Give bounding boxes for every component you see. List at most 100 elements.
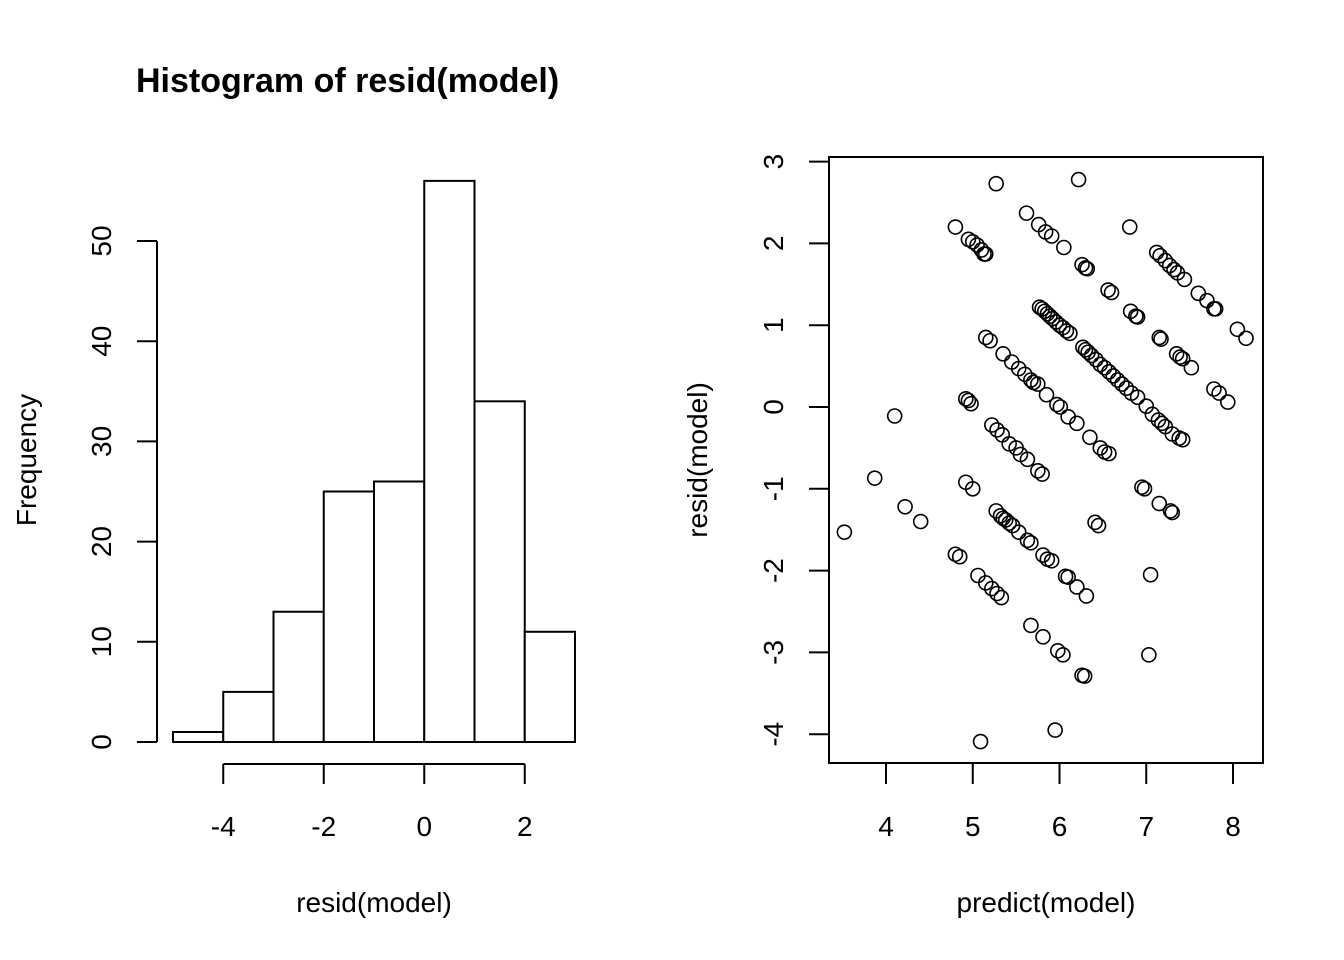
scatter-y-tick-label: -4 — [758, 722, 789, 747]
histogram-panel: Histogram of resid(model) Frequency resi… — [11, 62, 576, 918]
scatter-point — [973, 242, 990, 258]
scatter-point — [1078, 588, 1095, 604]
scatter-point — [989, 422, 1005, 438]
scatter-point — [1101, 364, 1117, 380]
scatter-point — [1174, 431, 1191, 448]
scatter-point — [1030, 463, 1046, 479]
scatter-point — [972, 733, 989, 750]
scatter-y-tick-label: -2 — [758, 558, 789, 583]
scatter-point — [1118, 380, 1135, 396]
scatter-point — [1038, 386, 1055, 403]
scatter-point — [886, 408, 903, 424]
scatter-point — [1207, 301, 1224, 317]
histogram-y-axis: 0 10 20 30 40 50 — [86, 225, 158, 750]
scatter-point — [1141, 647, 1157, 663]
histogram-bars — [172, 179, 576, 744]
scatter-point — [1219, 394, 1236, 410]
scatter-point — [1151, 329, 1168, 346]
histogram-bar-3 — [272, 610, 325, 743]
scatter-point — [1019, 532, 1036, 549]
scatter-point — [958, 391, 974, 407]
histogram-x-tick-label: 0 — [416, 811, 432, 842]
scatter-point — [1055, 647, 1071, 663]
scatter-point — [1211, 385, 1227, 401]
scatter-point — [1157, 252, 1174, 269]
scatter-point — [1142, 566, 1159, 583]
scatter-point — [1075, 339, 1091, 356]
histogram-y-tick-label: 30 — [86, 426, 117, 457]
scatter-y-tick-label: 2 — [758, 236, 789, 252]
scatter-point — [947, 219, 964, 235]
histogram-bar-2 — [222, 690, 275, 744]
histogram-y-tick-label: 10 — [86, 626, 117, 657]
scatter-point — [982, 332, 998, 349]
scatter-point — [1001, 515, 1017, 531]
histogram-bar-1 — [172, 730, 225, 743]
scatter-ylabel: resid(model) — [682, 382, 713, 538]
scatter-point — [993, 589, 1010, 606]
scatter-point — [1096, 359, 1113, 376]
scatter-point — [1166, 261, 1182, 278]
scatter-xlabel: predict(model) — [957, 887, 1136, 918]
histogram-title: Histogram of resid(model) — [136, 62, 559, 100]
scatter-y-tick-label: -1 — [758, 476, 789, 501]
scatter-point — [1229, 321, 1246, 338]
scatter-point — [1018, 205, 1035, 221]
scatter-point — [984, 580, 1000, 597]
scatter-point — [1153, 331, 1169, 347]
histogram-bar-7 — [473, 400, 526, 743]
scatter-point — [977, 575, 994, 591]
scatter-point — [1069, 579, 1085, 595]
scatter-point — [1190, 285, 1207, 302]
scatter-point — [1049, 396, 1065, 413]
histogram-y-tick-label: 20 — [86, 526, 117, 557]
scatter-point — [1079, 260, 1096, 277]
histogram-bar-8 — [523, 630, 576, 744]
scatter-y-axis: -4 -3 -2 -1 0 1 2 3 — [758, 154, 829, 747]
histogram-y-tick-label: 40 — [86, 326, 117, 357]
scatter-point — [964, 480, 981, 497]
scatter-point — [1151, 495, 1168, 512]
scatter-y-tick-label: 3 — [758, 154, 789, 170]
scatter-x-tick-label: 7 — [1138, 811, 1154, 842]
scatter-point — [1035, 547, 1051, 563]
scatter-point — [866, 470, 883, 486]
scatter-point — [836, 524, 853, 540]
scatter-point — [1062, 325, 1078, 342]
scatter-point — [1206, 381, 1222, 397]
scatter-point — [984, 417, 1000, 433]
scatter-point — [1058, 323, 1075, 339]
scatter-point — [1129, 389, 1146, 405]
scatter-point — [951, 548, 968, 565]
scatter-point — [1090, 517, 1107, 534]
scatter-point — [1060, 569, 1076, 585]
scatter-point — [1077, 341, 1094, 358]
scatter-point — [1052, 399, 1069, 415]
scatter-point — [1074, 256, 1090, 273]
scatter-point — [912, 513, 929, 530]
scatter-point — [1042, 308, 1058, 325]
scatter-point — [1121, 219, 1138, 235]
scatter-point — [1010, 360, 1027, 377]
histogram-bar-4 — [322, 490, 375, 743]
scatter-point — [977, 246, 994, 262]
scatter-x-tick-label: 5 — [965, 811, 981, 842]
scatter-y-tick-label: -3 — [758, 640, 789, 665]
scatter-point — [1035, 629, 1051, 645]
histogram-ylabel: Frequency — [11, 394, 42, 526]
scatter-plot-box — [828, 156, 1264, 764]
scatter-point — [1087, 514, 1103, 531]
histogram-x-tick-label: -2 — [311, 811, 336, 842]
scatter-point — [1083, 347, 1100, 364]
scatter-point — [1049, 642, 1066, 659]
scatter-point — [995, 346, 1011, 362]
scatter-points — [836, 171, 1254, 750]
scatter-point — [1076, 668, 1093, 684]
scatter-point — [963, 395, 979, 412]
scatter-x-tick-label: 8 — [1225, 811, 1241, 842]
scatter-point — [1069, 415, 1085, 432]
scatter-point — [1043, 228, 1060, 244]
scatter-point — [1017, 366, 1033, 383]
scatter-point — [970, 567, 986, 584]
scatter-point — [964, 233, 981, 250]
